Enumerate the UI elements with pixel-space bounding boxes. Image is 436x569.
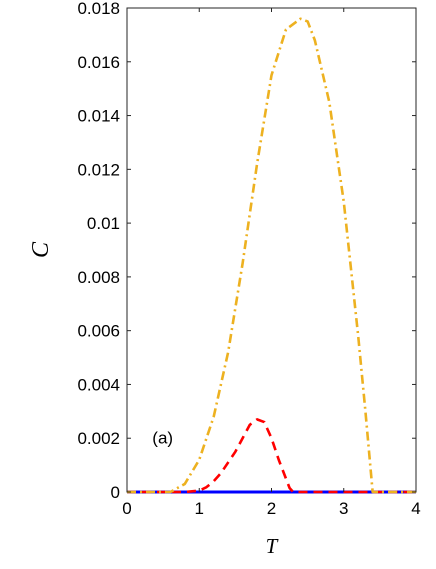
x-axis-label: T bbox=[266, 534, 279, 558]
y-tick-label: 0.002 bbox=[77, 429, 120, 448]
y-tick-label: 0.006 bbox=[77, 322, 120, 341]
y-tick-label: 0.008 bbox=[77, 268, 120, 287]
y-axis-label: C bbox=[28, 241, 54, 258]
axes-frame bbox=[126, 7, 417, 493]
series-line-3 bbox=[127, 17, 416, 494]
y-tick-label: 0.01 bbox=[87, 214, 120, 233]
panel-annotation: (a) bbox=[152, 429, 173, 448]
x-tick-label: 3 bbox=[339, 499, 348, 518]
y-tick-label: 0 bbox=[111, 483, 120, 502]
x-tick-label: 2 bbox=[267, 499, 276, 518]
axes-box bbox=[126, 7, 417, 493]
y-tick-label: 0.018 bbox=[77, 0, 120, 18]
y-tick-label: 0.014 bbox=[77, 107, 120, 126]
x-tick-label: 4 bbox=[411, 499, 420, 518]
series-layer bbox=[127, 17, 416, 494]
ticks-layer: 0 1 2 3 4 0 0.002 0.004 0.006 0.008 0.01 0.012 0.014… bbox=[77, 0, 420, 518]
y-tick-label: 0.004 bbox=[77, 375, 120, 394]
series-line-2 bbox=[127, 418, 416, 494]
x-tick-label: 1 bbox=[195, 499, 204, 518]
y-tick-label: 0.012 bbox=[77, 160, 120, 179]
y-tick-label: 0.016 bbox=[77, 53, 120, 72]
x-tick-label: 0 bbox=[122, 499, 131, 518]
